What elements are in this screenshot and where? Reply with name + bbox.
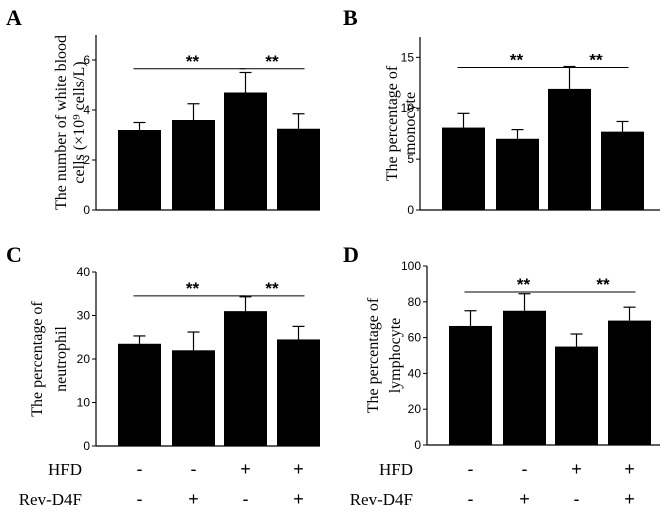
- plus-sign: +: [571, 459, 582, 479]
- panel-letter: B: [343, 5, 358, 30]
- y-tick-label: 0: [83, 203, 90, 217]
- minus-sign: -: [468, 489, 474, 509]
- y-tick-label: 4: [83, 103, 90, 117]
- significance-label: **: [517, 275, 531, 294]
- panel-c: C The percentage of neutrophil 0 10 20 30 40 ** *…: [6, 242, 320, 453]
- panel-b: B The percentage of monocyte 0 5 10 15 ** **: [343, 5, 660, 217]
- y-tick-label: 20: [77, 352, 91, 366]
- y-tick-label: 0: [83, 439, 90, 453]
- panel-letter: A: [6, 5, 22, 30]
- plus-sign: +: [293, 489, 304, 509]
- bar: [496, 138, 539, 210]
- y-tick-label: 40: [77, 265, 91, 279]
- plus-sign: +: [293, 459, 304, 479]
- y-axis-label-line: neutrophil: [53, 326, 70, 392]
- bar: [172, 120, 215, 210]
- y-tick-label: 0: [407, 203, 414, 217]
- y-tick-label: 10: [401, 101, 415, 115]
- bar: [172, 350, 215, 446]
- panel-letter: D: [343, 242, 359, 267]
- y-axis-label-line: The number of white blood: [53, 35, 70, 210]
- bar: [555, 346, 598, 445]
- bar: [601, 131, 644, 210]
- bar: [118, 343, 161, 446]
- treatment-table-right: HFD - - + + Rev-D4F - + - +: [350, 459, 635, 509]
- y-tick-label: 80: [408, 295, 422, 309]
- plus-sign: +: [624, 489, 635, 509]
- y-tick-label: 2: [83, 153, 90, 167]
- treatment-table-left: HFD - - + + Rev-D4F - + - +: [19, 459, 304, 509]
- plus-sign: +: [188, 489, 199, 509]
- y-tick-label: 10: [77, 396, 91, 410]
- bar: [277, 339, 320, 446]
- y-axis-label-line: The percentage of: [365, 297, 382, 413]
- minus-sign: -: [137, 489, 143, 509]
- bar: [548, 88, 591, 210]
- bar: [449, 325, 492, 445]
- minus-sign: -: [191, 459, 197, 479]
- plus-sign: +: [624, 459, 635, 479]
- panel-d: D The percentage of lymphocyte 0 20 40 60 80 100…: [343, 242, 660, 452]
- treatment-label: Rev-D4F: [350, 490, 413, 509]
- minus-sign: -: [574, 489, 580, 509]
- significance-label: **: [265, 52, 279, 71]
- minus-sign: -: [243, 489, 249, 509]
- y-axis-label-line: The percentage of: [384, 65, 401, 181]
- y-axis-label-line: lymphocyte: [387, 318, 404, 394]
- significance-label: **: [589, 51, 603, 70]
- significance-label: **: [596, 275, 610, 294]
- y-tick-label: 30: [77, 309, 91, 323]
- bar: [442, 127, 485, 210]
- panel-a: A The number of white blood cells (×10⁹ ce…: [6, 5, 320, 217]
- significance-label: **: [186, 279, 200, 298]
- bar: [224, 311, 267, 446]
- y-tick-label: 15: [401, 50, 415, 64]
- y-axis-label-line: cells (×10⁹ cells/L): [71, 61, 88, 183]
- y-tick-label: 0: [414, 438, 421, 452]
- minus-sign: -: [522, 459, 528, 479]
- y-tick-label: 20: [408, 402, 422, 416]
- y-tick-label: 6: [83, 53, 90, 67]
- bar: [608, 320, 651, 445]
- bar: [277, 128, 320, 210]
- plus-sign: +: [519, 489, 530, 509]
- minus-sign: -: [137, 459, 143, 479]
- y-tick-label: 100: [401, 259, 421, 273]
- y-axis-label-line: monocyte: [402, 92, 419, 155]
- y-tick-label: 40: [408, 366, 422, 380]
- treatment-label: HFD: [48, 460, 82, 479]
- bar: [503, 310, 546, 445]
- panel-letter: C: [6, 242, 22, 267]
- significance-label: **: [265, 279, 279, 298]
- treatment-label: Rev-D4F: [19, 490, 82, 509]
- significance-label: **: [510, 51, 524, 70]
- bar: [118, 130, 161, 210]
- significance-label: **: [186, 52, 200, 71]
- treatment-label: HFD: [379, 460, 413, 479]
- bar: [224, 92, 267, 210]
- plus-sign: +: [240, 459, 251, 479]
- minus-sign: -: [468, 459, 474, 479]
- y-axis-label-line: The percentage of: [29, 301, 46, 417]
- y-tick-label: 60: [408, 331, 422, 345]
- y-tick-label: 5: [407, 152, 414, 166]
